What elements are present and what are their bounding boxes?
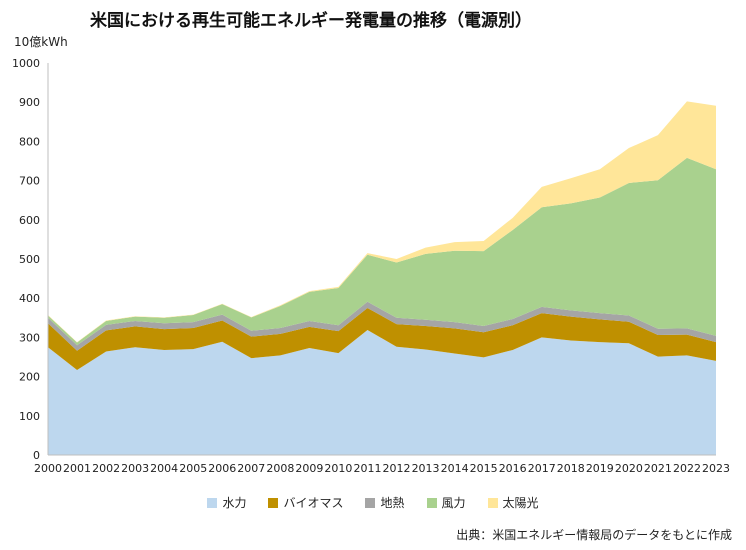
legend-swatch [207,497,218,508]
legend-item: バイオマス [268,494,343,511]
x-tick-label: 2015 [470,462,498,475]
x-tick-label: 2016 [499,462,527,475]
x-tick-label: 2014 [441,462,469,475]
y-tick-label: 500 [19,253,40,266]
x-tick-label: 2008 [266,462,294,475]
y-tick-labels: 0 100 200 300 400 500 600 700 800 900 1000 [12,57,40,462]
legend-swatch [426,497,437,508]
y-tick-label: 100 [19,410,40,423]
y-tick-label: 1000 [12,57,40,70]
x-tick-label: 2022 [673,462,701,475]
area-series-0 [48,329,716,455]
legend-label: 太陽光 [502,496,539,510]
x-tick-label: 2012 [383,462,411,475]
legend-item: 地熱 [365,494,405,511]
legend-item: 太陽光 [487,494,539,511]
y-tick-label: 900 [19,96,40,109]
legend-item: 風力 [426,494,466,511]
x-tick-label: 2000 [34,462,62,475]
x-tick-label: 2017 [528,462,556,475]
axes-group [47,63,716,456]
legend-swatch [487,497,498,508]
y-tick-label: 800 [19,135,40,148]
y-tick-label: 600 [19,214,40,227]
x-tick-label: 2004 [150,462,178,475]
x-tick-label: 2021 [644,462,672,475]
x-tick-label: 2018 [557,462,585,475]
y-tick-label: 300 [19,331,40,344]
x-tick-label: 2005 [179,462,207,475]
y-axis-unit-label: 10億kWh [14,35,68,49]
legend-swatch [365,497,376,508]
x-tick-label: 2013 [412,462,440,475]
x-tick-label: 2007 [237,462,265,475]
area-series-group [48,101,716,455]
y-tick-label: 700 [19,175,40,188]
area-series-3 [48,157,716,346]
legend: 水力 バイオマス 地熱 風力 太陽光 [0,494,746,511]
x-tick-label: 2020 [615,462,643,475]
x-tick-label: 2023 [702,462,730,475]
x-tick-label: 2009 [295,462,323,475]
y-tick-label: 400 [19,292,40,305]
legend-label: バイオマス [283,496,344,510]
x-tick-label: 2001 [63,462,91,475]
legend-label: 水力 [222,496,247,510]
area-series-1 [48,308,716,370]
x-tick-label: 2006 [208,462,236,475]
legend-label: 風力 [441,496,466,510]
legend-swatch [268,497,279,508]
x-tick-labels: 2000 2001 2002 2003 2004 2005 2006 2007 2008 2009… [34,462,730,475]
legend-label: 地熱 [380,496,405,510]
x-tick-label: 2003 [121,462,149,475]
y-tick-label: 200 [19,371,40,384]
x-tick-label: 2010 [324,462,352,475]
x-tick-label: 2002 [92,462,120,475]
x-tick-label: 2011 [353,462,381,475]
legend-item: 水力 [207,494,246,511]
chart-title: 米国における再生可能エネルギー発電量の推移（電源別） [90,11,532,31]
y-tick-label: 0 [33,449,40,462]
x-tick-label: 2019 [586,462,614,475]
source-note: 出典：米国エネルギー情報局のデータをもとに作成 [456,528,732,542]
area-series-2 [48,301,716,351]
